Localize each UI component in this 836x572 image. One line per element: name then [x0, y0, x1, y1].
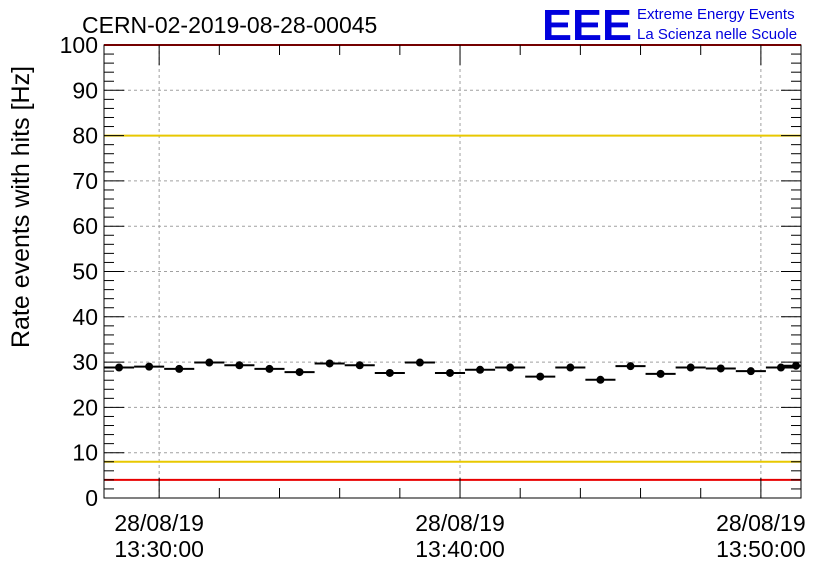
- data-point-marker: [175, 364, 184, 373]
- reference-lines: [104, 44, 801, 481]
- data-point-marker: [385, 368, 394, 377]
- data-point-marker: [746, 367, 755, 376]
- y-tick-label: 90: [72, 77, 98, 103]
- data-point: [525, 372, 556, 381]
- eee-logo-line2: La Scienza nelle Scuole: [637, 26, 797, 43]
- axis-ticks: [104, 44, 801, 499]
- eee-logo-line1: Extreme Energy Events: [637, 6, 795, 23]
- data-point-marker: [145, 362, 154, 371]
- data-point-marker: [566, 363, 575, 372]
- x-tick-labels: 28/08/1913:30:0028/08/1913:40:0028/08/19…: [114, 510, 805, 562]
- data-point-marker: [716, 364, 725, 373]
- data-point-marker: [791, 361, 800, 370]
- data-point-marker: [506, 363, 515, 372]
- data-point-marker: [476, 365, 485, 374]
- data-point: [284, 368, 315, 377]
- data-point: [164, 364, 195, 373]
- x-tick-label-date: 28/08/19: [716, 510, 806, 536]
- data-point: [735, 367, 766, 376]
- y-tick-label: 40: [72, 304, 98, 330]
- data-point: [434, 368, 466, 377]
- y-tick-label: 80: [72, 123, 98, 149]
- data-point-marker: [445, 368, 454, 377]
- data-point-marker: [205, 358, 214, 367]
- data-point-marker: [295, 368, 304, 377]
- data-point: [780, 361, 801, 370]
- data-point-marker: [355, 361, 364, 370]
- data-point: [344, 361, 375, 370]
- y-axis-label: Rate events with hits [Hz]: [7, 66, 35, 348]
- data-point: [615, 362, 646, 371]
- data-point: [224, 361, 255, 370]
- x-tick-label-date: 28/08/19: [114, 510, 204, 536]
- data-point-marker: [626, 362, 635, 371]
- data-point: [645, 369, 676, 378]
- data-point-marker: [235, 361, 244, 370]
- data-point: [134, 362, 165, 371]
- data-point: [374, 368, 405, 377]
- data-point: [194, 358, 225, 367]
- data-point: [555, 363, 586, 372]
- data-point-marker: [596, 375, 605, 384]
- y-tick-labels: 0 10 20 30 40 50 60 70 80 90 100: [60, 32, 98, 511]
- y-tick-label: 30: [72, 349, 98, 375]
- data-point-marker: [536, 372, 545, 381]
- eee-logo-mark: EEE: [542, 1, 632, 50]
- data-point: [404, 358, 435, 367]
- data-point: [585, 375, 616, 384]
- y-tick-label: 70: [72, 168, 98, 194]
- x-tick-label-date: 28/08/19: [415, 510, 505, 536]
- chart-title: CERN-02-2019-08-28-00045: [82, 12, 377, 38]
- data-point: [495, 363, 526, 372]
- data-series: [104, 358, 801, 384]
- data-point: [254, 364, 285, 373]
- y-tick-label: 0: [85, 485, 98, 511]
- grid: [104, 45, 801, 498]
- data-point: [104, 363, 135, 372]
- x-tick-label-time: 13:40:00: [415, 536, 505, 562]
- data-point: [465, 365, 496, 374]
- data-point-marker: [325, 359, 334, 368]
- data-point-marker: [115, 363, 124, 372]
- x-tick-label-time: 13:50:00: [716, 536, 806, 562]
- y-tick-label: 50: [72, 259, 98, 285]
- data-point: [314, 359, 345, 368]
- y-tick-label: 60: [72, 213, 98, 239]
- data-point: [675, 363, 706, 372]
- data-point-marker: [415, 358, 424, 367]
- x-tick-label-time: 13:30:00: [114, 536, 204, 562]
- y-tick-label: 10: [72, 440, 98, 466]
- data-point-marker: [656, 369, 665, 378]
- y-tick-label: 20: [72, 394, 98, 420]
- y-tick-label: 100: [60, 32, 98, 58]
- data-point: [705, 364, 736, 373]
- data-point-marker: [686, 363, 695, 372]
- eee-logo: EEE Extreme Energy Events La Scienza nel…: [542, 1, 797, 50]
- data-point-marker: [265, 364, 274, 373]
